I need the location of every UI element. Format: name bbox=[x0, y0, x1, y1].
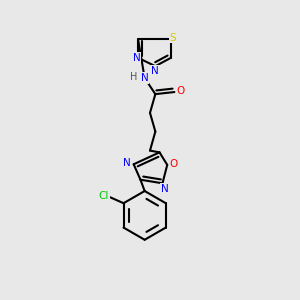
Text: O: O bbox=[177, 86, 185, 96]
Text: N: N bbox=[133, 53, 140, 63]
Text: N: N bbox=[141, 73, 148, 83]
Text: N: N bbox=[161, 184, 169, 194]
Text: N: N bbox=[152, 66, 159, 76]
Text: N: N bbox=[123, 158, 131, 168]
Text: H: H bbox=[130, 72, 137, 82]
Text: O: O bbox=[170, 159, 178, 169]
Text: S: S bbox=[170, 33, 176, 43]
Text: Cl: Cl bbox=[98, 191, 109, 201]
